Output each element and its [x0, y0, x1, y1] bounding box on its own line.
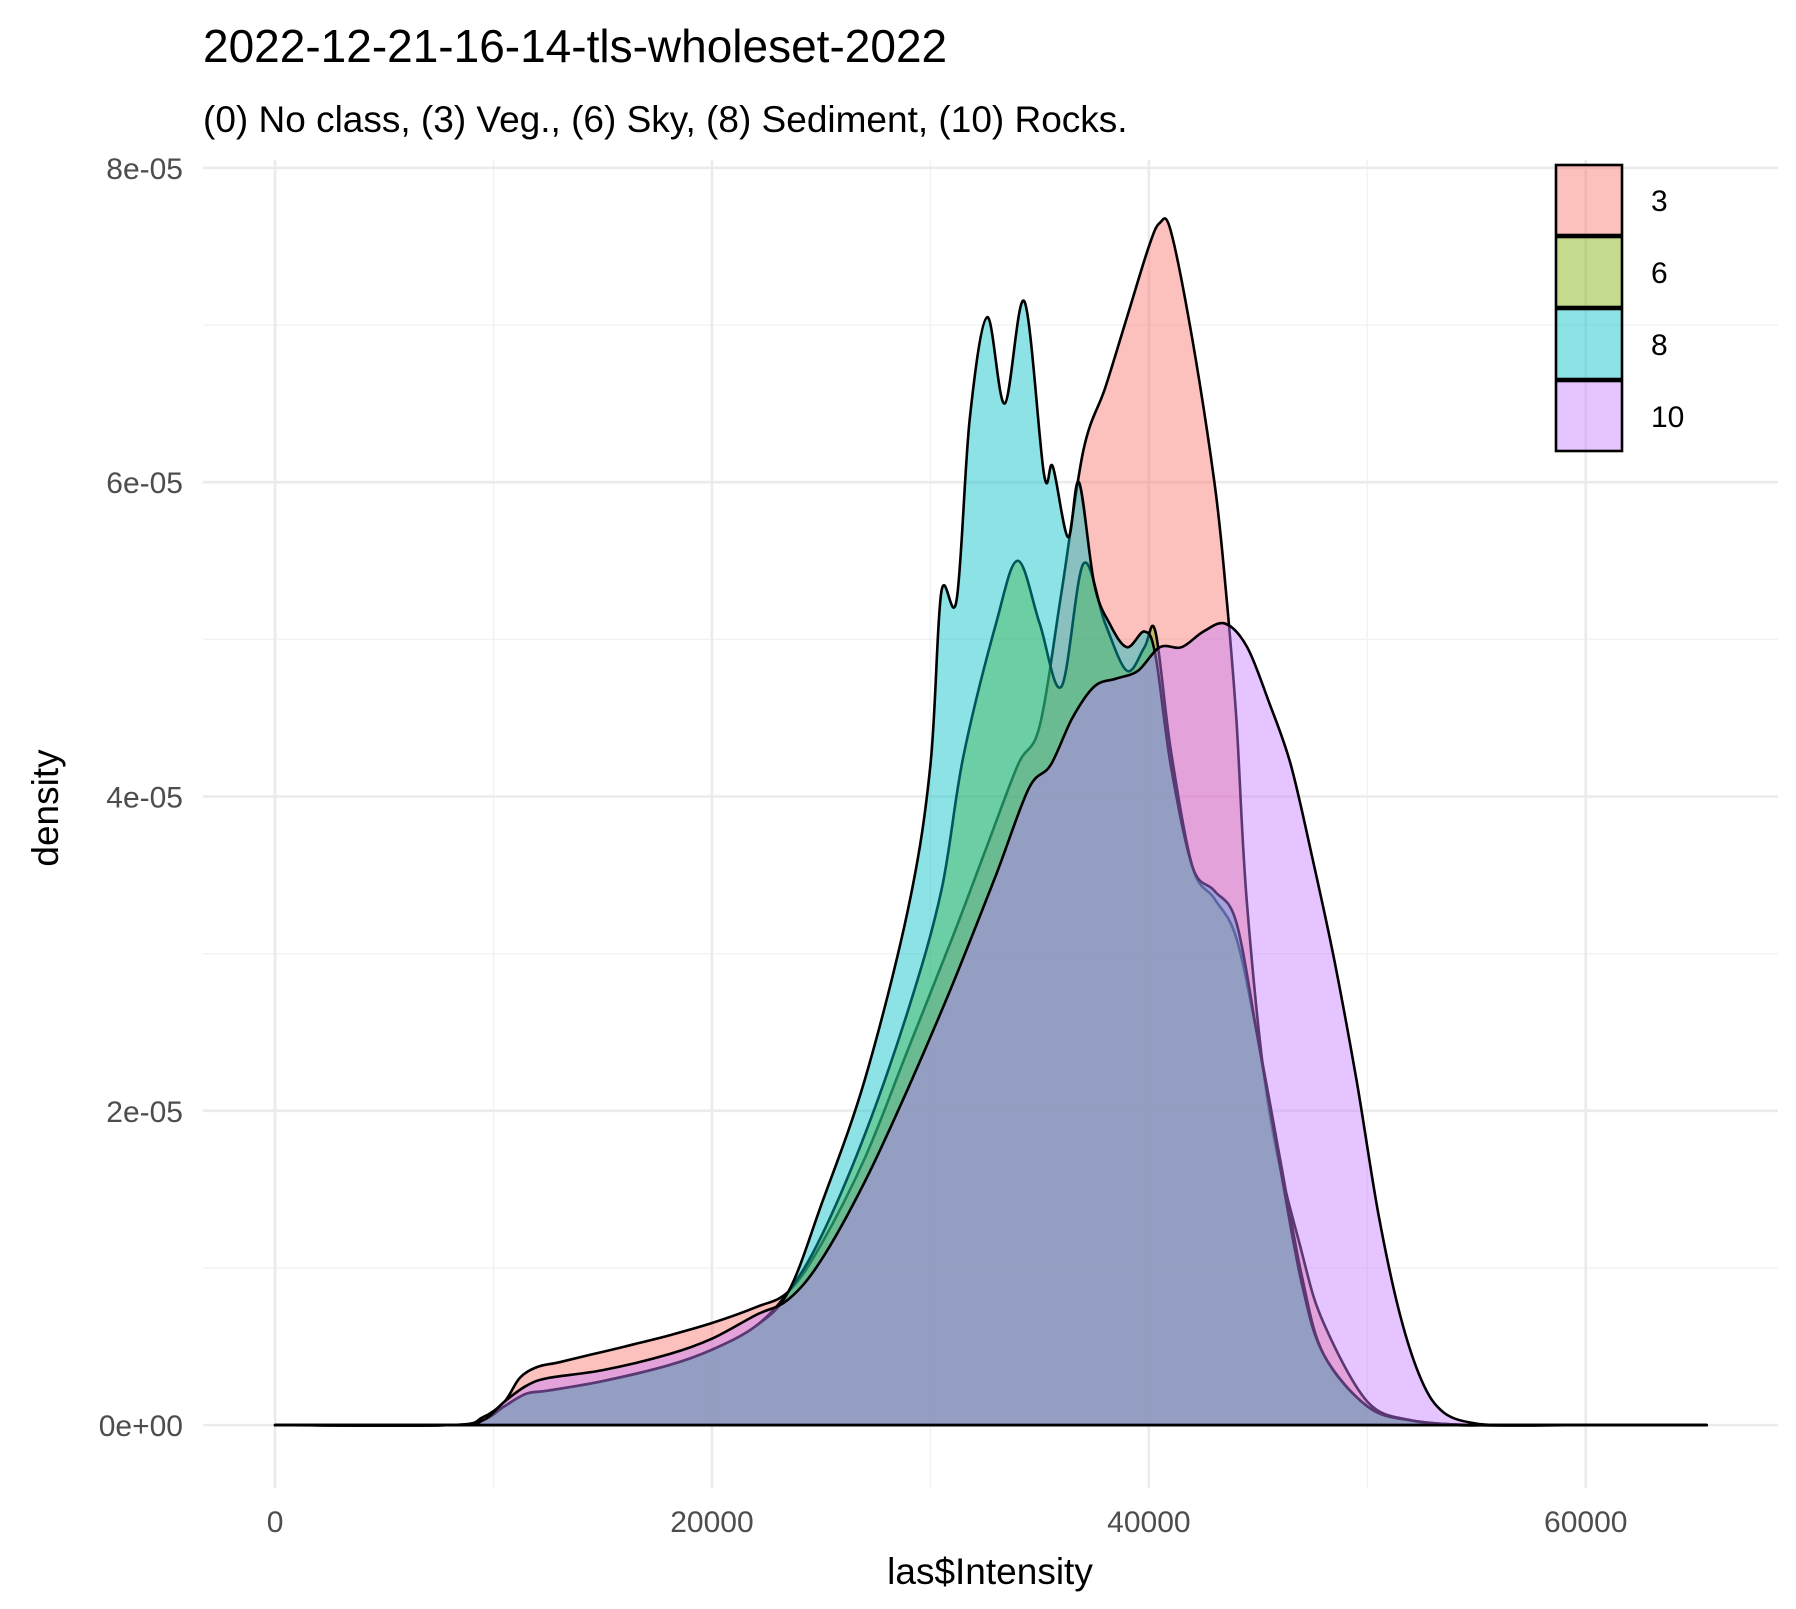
legend-label-6: 6	[1651, 257, 1668, 290]
x-tick-label: 20000	[670, 1506, 753, 1539]
x-axis-ticks: 0 20000 40000 60000	[267, 1506, 1628, 1539]
legend-label-10: 10	[1651, 401, 1684, 434]
chart-title: 2022-12-21-16-14-tls-wholeset-2022	[203, 20, 947, 72]
y-axis-ticks: 0e+00 2e-05 4e-05 6e-05 8e-05	[99, 153, 183, 1443]
legend-key-10	[1554, 379, 1624, 453]
legend-label-8: 8	[1651, 329, 1668, 362]
legend-key-3	[1554, 163, 1624, 237]
chart-subtitle: (0) No class, (3) Veg., (6) Sky, (8) Sed…	[203, 99, 1128, 140]
density-area-8	[273, 299, 1708, 1427]
grid-lines	[203, 160, 1778, 1488]
x-tick-label: 0	[267, 1506, 284, 1539]
density-area-10	[273, 621, 1708, 1427]
y-tick-label: 2e-05	[106, 1096, 183, 1129]
x-tick-label: 40000	[1107, 1506, 1190, 1539]
density-areas	[273, 217, 1708, 1427]
y-tick-label: 6e-05	[106, 467, 183, 500]
y-tick-label: 0e+00	[99, 1410, 183, 1443]
legend-key-6	[1554, 235, 1624, 309]
density-area-3	[273, 217, 1708, 1427]
legend-label-3: 3	[1651, 185, 1668, 218]
x-tick-label: 60000	[1544, 1506, 1627, 1539]
legend: 3 6 8 10	[1554, 163, 1684, 453]
y-tick-label: 8e-05	[106, 153, 183, 186]
legend-key-8	[1554, 307, 1624, 381]
y-tick-label: 4e-05	[106, 781, 183, 814]
y-axis-title: density	[25, 749, 66, 867]
x-axis-title: las$Intensity	[887, 1551, 1093, 1592]
